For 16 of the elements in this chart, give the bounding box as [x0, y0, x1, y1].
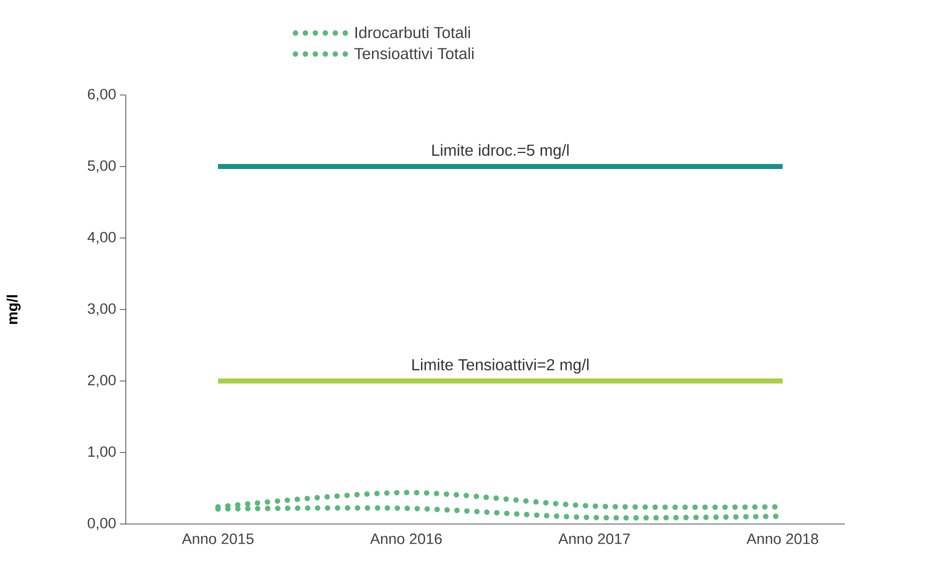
- x-tick-label: Anno 2018: [746, 533, 818, 544]
- x-tick-label: Anno 2015: [182, 533, 254, 544]
- y-tick-label: 5,00: [88, 160, 116, 173]
- x-tick-label: Anno 2017: [558, 533, 630, 544]
- y-tick-label: 4,00: [88, 232, 116, 244]
- ref-line-label: Limite idroc.=5 mg/l: [432, 144, 569, 160]
- y-tick-label: 0,00: [88, 518, 116, 530]
- x-tick-label: Anno 2016: [370, 533, 442, 544]
- y-tick-label: 3,00: [88, 303, 116, 316]
- ref-line-label: Limite Tensioattivi=2 mg/l: [412, 358, 588, 374]
- y-tick-label: 2,00: [88, 374, 116, 388]
- legend-label: Idrocarbuti Totali: [356, 26, 470, 38]
- y-axis-title: mg/l: [6, 295, 21, 324]
- y-tick-label: 1,00: [88, 446, 116, 459]
- legend-label: Tensioattivi Totali: [354, 48, 474, 60]
- y-tick-label: 6,00: [88, 88, 116, 102]
